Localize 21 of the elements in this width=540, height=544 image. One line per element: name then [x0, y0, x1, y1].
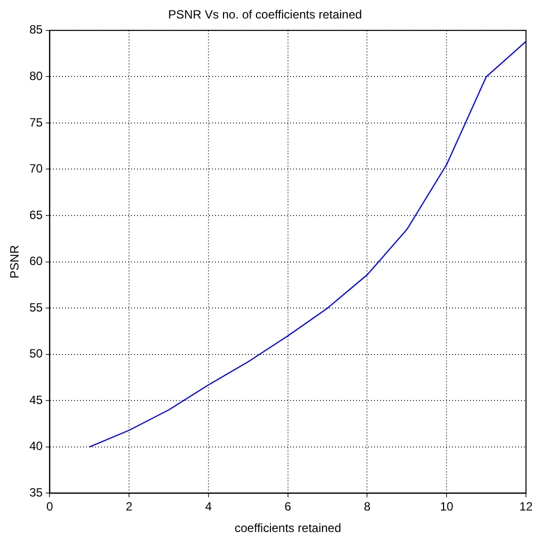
x-tick-label: 6: [284, 500, 292, 514]
x-axis-title: coefficients retained: [234, 521, 342, 536]
y-tick-label: 75: [29, 115, 44, 130]
y-tick-label: 55: [29, 300, 44, 314]
x-tick-label: 12: [519, 500, 533, 514]
x-tick-label: 2: [126, 500, 133, 514]
y-tick-label: 40: [29, 439, 44, 454]
y-tick-label: 65: [29, 208, 44, 222]
x-tick-label: 10: [440, 500, 454, 514]
x-tick-label: 8: [364, 500, 371, 514]
y-tick-label: 85: [29, 22, 44, 37]
y-tick-label: 70: [29, 162, 44, 176]
y-tick-label: 45: [29, 392, 44, 407]
y-tick-label: 50: [29, 346, 44, 361]
y-axis-title: PSNR: [8, 244, 22, 278]
y-tick-label: 35: [29, 486, 44, 500]
x-tick-label: 0: [46, 500, 54, 514]
x-tick-label: 4: [205, 500, 212, 514]
chart-title: PSNR Vs no. of coefficients retained: [168, 8, 362, 22]
y-tick-label: 80: [29, 68, 44, 83]
y-tick-label: 60: [29, 254, 44, 268]
